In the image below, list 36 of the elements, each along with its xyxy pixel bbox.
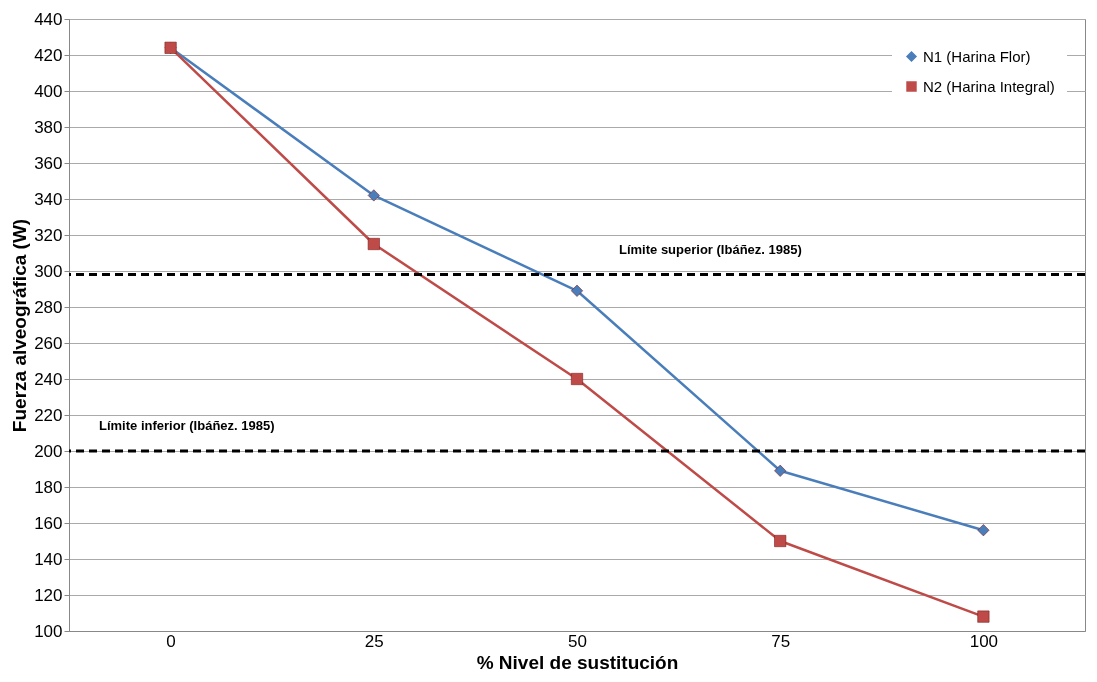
- y-tick-label: 140: [34, 549, 63, 569]
- point: [571, 373, 583, 385]
- point: [571, 284, 583, 297]
- y-tick-label: 400: [34, 81, 63, 101]
- point: [977, 610, 990, 623]
- x-tick-label: 75: [771, 631, 791, 651]
- y-tick-label: 360: [34, 153, 63, 173]
- y-tick-label: 280: [34, 297, 63, 317]
- y-tick-label: 420: [34, 45, 63, 65]
- y-tick-label: 380: [34, 117, 63, 137]
- y-tick-label: 300: [34, 261, 63, 281]
- legend-label: N2 (Harina Integral): [923, 77, 1055, 95]
- x-tick-label: 100: [969, 631, 999, 651]
- y-tick-label: 260: [34, 333, 63, 353]
- y-tick-label: 200: [34, 441, 63, 461]
- y-tick-label: 160: [34, 513, 63, 533]
- point: [774, 464, 787, 477]
- y-axis-title: Fuerza alveográfica (W): [9, 218, 31, 433]
- legend-label: N1 (Harina Flor): [923, 47, 1031, 65]
- y-tick-label: 180: [34, 477, 63, 497]
- y-tick-label: 320: [34, 225, 63, 245]
- point: [367, 238, 380, 250]
- x-tick-label: 25: [364, 631, 384, 651]
- y-tick-label: 440: [34, 9, 63, 29]
- x-axis-title: % Nivel de sustitución: [476, 651, 679, 673]
- y-tick-label: 240: [34, 369, 63, 389]
- y-tick-label: 340: [34, 189, 63, 209]
- point: [774, 535, 787, 547]
- x-tick-label: 0: [166, 631, 176, 651]
- y-tick-label: 220: [34, 405, 63, 425]
- ref-line-label: Límite superior (Ibáñez. 1985): [619, 241, 802, 257]
- point: [977, 524, 990, 537]
- y-tick-label: 120: [34, 585, 63, 605]
- point: [367, 189, 380, 202]
- x-tick-label: 50: [568, 631, 587, 651]
- ref-line-label: Límite inferior (Ibáñez. 1985): [99, 418, 275, 433]
